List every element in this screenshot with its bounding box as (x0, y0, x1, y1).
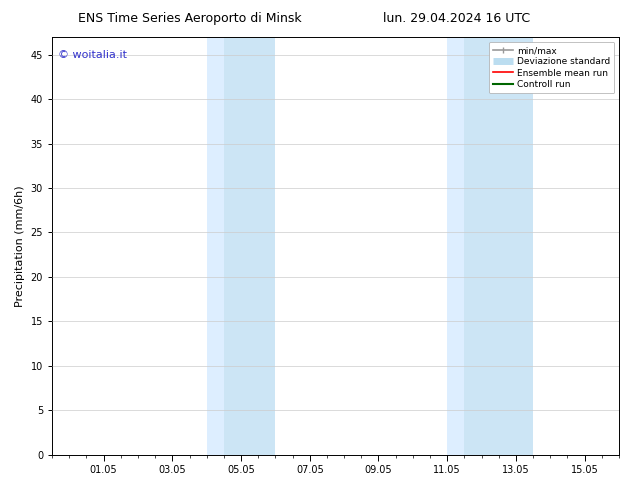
Bar (224, 37, 275, 455)
Legend: min/max, Deviazione standard, Ensemble mean run, Controll run: min/max, Deviazione standard, Ensemble m… (489, 42, 614, 94)
Text: © woitalia.it: © woitalia.it (58, 49, 127, 60)
Y-axis label: Precipitation (mm/6h): Precipitation (mm/6h) (15, 185, 25, 307)
Bar (207, 37, 224, 455)
Text: lun. 29.04.2024 16 UTC: lun. 29.04.2024 16 UTC (383, 12, 530, 25)
Bar (447, 37, 464, 455)
Bar (464, 37, 533, 455)
Text: ENS Time Series Aeroporto di Minsk: ENS Time Series Aeroporto di Minsk (79, 12, 302, 25)
